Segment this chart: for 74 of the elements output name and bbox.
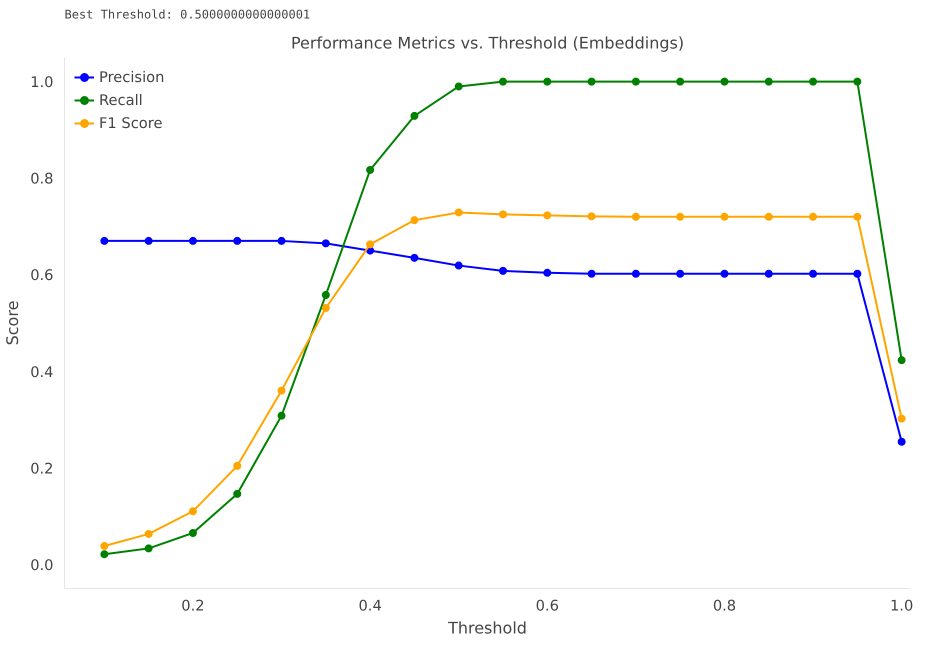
point <box>454 262 463 270</box>
y-tick-label: 0.2 <box>30 460 54 478</box>
text: Best Threshold: 0.5000000000000001 <box>64 8 310 22</box>
chart-title: Performance Metrics vs. Threshold (Embeddings) <box>290 34 684 52</box>
x-axis-title: Threshold <box>447 618 527 638</box>
point <box>454 208 463 216</box>
point <box>853 270 862 278</box>
point <box>764 212 773 221</box>
point <box>144 544 153 552</box>
point <box>543 268 552 277</box>
point <box>543 78 552 86</box>
point <box>898 414 906 423</box>
point <box>278 412 286 420</box>
x-tick-label: 0.8 <box>712 598 736 614</box>
point <box>853 78 862 86</box>
point <box>188 528 197 537</box>
point <box>809 212 818 221</box>
point <box>322 291 330 299</box>
point <box>853 212 862 221</box>
point <box>410 216 418 224</box>
point <box>144 236 153 245</box>
y-tick-label: 0.8 <box>30 170 54 188</box>
legend-label: F1 Score <box>99 114 162 132</box>
x-tick-label: 0.4 <box>358 598 382 614</box>
point <box>233 236 242 245</box>
point <box>720 270 728 278</box>
point <box>100 236 108 245</box>
point <box>322 304 330 312</box>
x-tick-label: 1.0 <box>890 598 914 614</box>
point <box>322 239 330 248</box>
point <box>499 266 508 275</box>
point <box>764 270 773 278</box>
point <box>588 212 596 220</box>
y-tick-label: 0.6 <box>30 267 54 284</box>
point <box>188 236 197 245</box>
x-tick-label: 0.6 <box>536 598 559 614</box>
point <box>676 270 684 278</box>
point <box>676 78 684 86</box>
point <box>898 356 906 364</box>
point <box>410 112 418 120</box>
y-axis-title: Score <box>3 300 22 346</box>
x-tick-label: 0.2 <box>181 598 205 614</box>
point <box>233 490 242 498</box>
point <box>720 212 728 221</box>
point <box>676 212 684 221</box>
point <box>100 542 108 550</box>
point <box>764 78 773 86</box>
point <box>720 78 728 86</box>
legend-label: Precision <box>99 68 164 86</box>
point <box>588 270 596 278</box>
point <box>454 82 463 90</box>
point <box>499 78 508 86</box>
point <box>278 386 286 395</box>
y-tick-label: 0.4 <box>30 364 54 381</box>
point <box>233 462 242 470</box>
legend-label: Recall <box>99 92 143 108</box>
y-tick-label: 1.0 <box>30 74 54 92</box>
point <box>588 78 596 86</box>
point <box>898 438 906 446</box>
point <box>366 166 374 174</box>
point <box>188 507 197 516</box>
point <box>632 78 640 86</box>
point <box>499 210 508 218</box>
point <box>809 78 818 86</box>
point <box>144 530 153 538</box>
point <box>809 270 818 278</box>
point <box>543 211 552 220</box>
point <box>632 212 640 221</box>
point <box>632 270 640 278</box>
point <box>278 236 286 245</box>
point <box>100 550 108 558</box>
y-tick-label: 0.0 <box>30 556 54 574</box>
point <box>366 240 374 248</box>
point <box>410 254 418 262</box>
